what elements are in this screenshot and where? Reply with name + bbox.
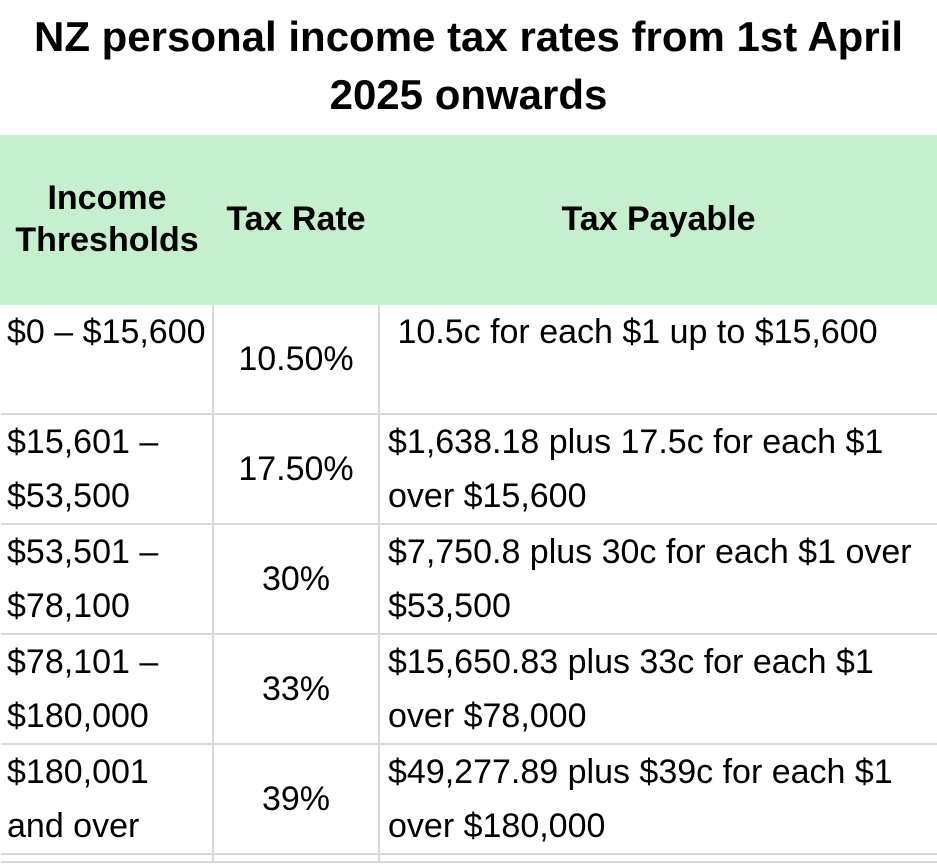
tax-payable-cell: $49,277.89 plus $39c for each $1 over $1… [378,743,937,855]
page-title: NZ personal income tax rates from 1st Ap… [33,13,904,118]
tax-payable-cell: 10.5c for each $1 up to $15,600 [378,303,937,415]
income-threshold-cell: $53,501 – $78,100 [1,523,214,635]
table-row: $15,601 – $53,500 17.50% $1,638.18 plus … [1,413,937,525]
table-row: $0 – $15,600 10.50% 10.5c for each $1 up… [1,303,937,415]
header-income-thresholds: Income Thresholds [0,135,214,305]
header-row: Income Thresholds Tax Rate Tax Payable [0,135,937,305]
empty-cell [212,853,380,863]
tax-payable-cell: $7,750.8 plus 30c for each $1 over $53,5… [378,523,937,635]
tax-rate-cell: 10.50% [212,303,380,415]
income-threshold-cell: $15,601 – $53,500 [1,413,214,525]
table-row: $78,101 – $180,000 33% $15,650.83 plus 3… [1,633,937,745]
empty-cell [378,853,937,863]
empty-cell [1,853,214,863]
tax-rate-cell: 30% [212,523,380,635]
income-threshold-cell: $180,001 and over [1,743,214,855]
table-row: $53,501 – $78,100 30% $7,750.8 plus 30c … [1,523,937,635]
tax-rates-table: Income Thresholds Tax Rate Tax Payable $… [0,135,937,863]
tax-payable-cell: $1,638.18 plus 17.5c for each $1 over $1… [378,413,937,525]
tax-rate-cell: 33% [212,633,380,745]
tax-rate-cell: 39% [212,743,380,855]
header-tax-payable: Tax Payable [378,135,937,305]
empty-row [1,853,937,863]
tax-rate-cell: 17.50% [212,413,380,525]
header-tax-rate: Tax Rate [212,135,380,305]
tax-payable-cell: $15,650.83 plus 33c for each $1 over $78… [378,633,937,745]
table-row: $180,001 and over 39% $49,277.89 plus $3… [1,743,937,855]
income-threshold-cell: $0 – $15,600 [1,303,214,415]
income-threshold-cell: $78,101 – $180,000 [1,633,214,745]
